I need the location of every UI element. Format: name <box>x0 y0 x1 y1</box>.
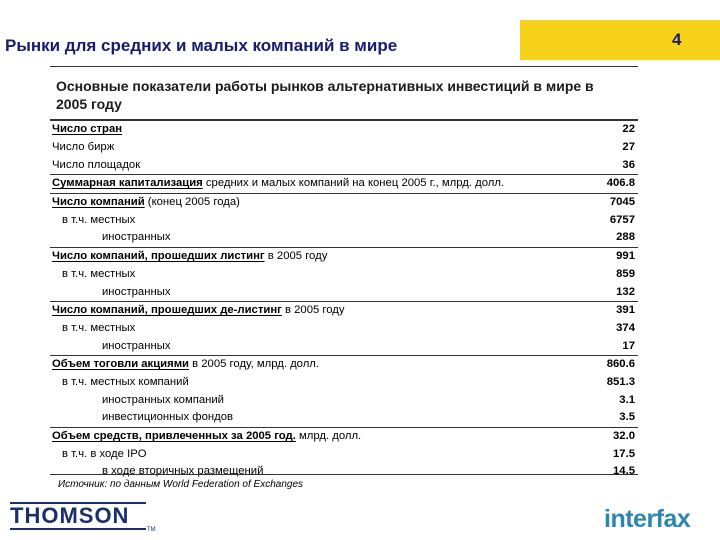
row-label-text: в т.ч. местных <box>62 321 136 334</box>
row-label-text: Число бирж <box>52 141 115 154</box>
row-label: Суммарная капитализация средних и малых … <box>50 174 601 194</box>
table-row: иностранных 132 <box>50 283 638 301</box>
table-row: Число компаний, прошедших листинг в 2005… <box>50 246 638 266</box>
thomson-logo-line-bottom <box>10 528 146 530</box>
row-label: иностранных <box>50 337 600 355</box>
table-row: Число компаний (конец 2005 года) 7045 <box>50 192 638 212</box>
row-label: в т.ч. местных <box>50 320 600 338</box>
row-label-text: иностранных <box>102 231 171 244</box>
row-label-bold: Число стран <box>52 123 123 136</box>
table-row: в т.ч. местных 374 <box>50 320 638 338</box>
row-label-text: иностранных компаний <box>102 393 224 406</box>
row-label-bold: Число компаний <box>52 196 145 209</box>
row-label-text: в ходе вторичных размещений <box>102 465 264 478</box>
source-rule <box>50 474 638 475</box>
row-value: 3.1 <box>619 393 635 406</box>
row-label: инвестиционных фондов <box>50 409 600 427</box>
subtitle-rule <box>50 66 638 67</box>
source-note: Источник: по данным World Federation of … <box>58 479 304 490</box>
row-label: Число стран <box>50 119 601 139</box>
page-number: 4 <box>672 30 682 49</box>
table-row: иностранных 288 <box>50 229 638 247</box>
page-title: Рынки для средних и малых компаний в мир… <box>5 36 398 55</box>
row-label: иностранных компаний <box>50 391 600 409</box>
row-value: 406.8 <box>600 174 638 194</box>
table-row: иностранных компаний 3.1 <box>50 391 638 409</box>
row-label-text: Число площадок <box>52 158 141 171</box>
row-value: 17 <box>622 339 635 352</box>
row-label-text: (конец 2005 года) <box>144 196 240 209</box>
row-value: 991 <box>600 246 638 266</box>
row-label: в т.ч. местных <box>50 211 600 229</box>
row-label-text: иностранных <box>102 285 171 298</box>
row-value: 7045 <box>600 192 638 212</box>
row-value: 36 <box>622 158 635 171</box>
row-value: 860.6 <box>600 354 638 374</box>
row-value: 14.5 <box>613 465 635 478</box>
row-label: Число компаний (конец 2005 года) <box>50 192 601 212</box>
row-label-text: средних и малых компаний на конец 2005 г… <box>202 177 505 190</box>
table-row: инвестиционных фондов 3.5 <box>50 409 638 427</box>
row-label: Объем средств, привлеченных за 2005 год.… <box>50 426 601 446</box>
table-row: иностранных 17 <box>50 337 638 355</box>
table-row: Число бирж 27 <box>50 139 638 157</box>
row-label-bold: Объем средств, привлеченных за 2005 год. <box>52 430 296 443</box>
interfax-logo: interfax <box>604 505 691 533</box>
row-label: в т.ч. местных компаний <box>50 374 600 392</box>
row-label-text: млрд. долл. <box>295 430 362 443</box>
table-subtitle: Основные показатели работы рынков альтер… <box>56 78 594 112</box>
table-row: Число компаний, прошедших де-листинг в 2… <box>50 300 638 320</box>
row-label: в т.ч. в ходе IPO <box>50 445 600 463</box>
row-label: иностранных <box>50 283 600 301</box>
thomson-logo: THOMSON <box>10 503 130 528</box>
row-value: 32.0 <box>600 426 638 446</box>
row-label-text: в т.ч. местных <box>62 267 136 280</box>
row-value: 3.5 <box>619 411 635 424</box>
row-label-text: иностранных <box>102 339 171 352</box>
row-value: 6757 <box>609 213 635 226</box>
table-row: Объем средств, привлеченных за 2005 год.… <box>50 426 638 446</box>
row-label: иностранных <box>50 229 600 247</box>
table-row: Число площадок 36 <box>50 156 638 174</box>
row-label-text: в 2005 году <box>281 304 345 317</box>
row-label-bold: Суммарная капитализация <box>52 177 203 190</box>
row-label-text: инвестиционных фондов <box>102 411 233 424</box>
table-row: Число стран 22 <box>50 119 638 139</box>
header-title-background <box>0 20 520 60</box>
row-label-text: в т.ч. местных <box>62 213 136 226</box>
row-value: 17.5 <box>613 447 635 460</box>
row-label-text: в т.ч. в ходе IPO <box>62 447 147 460</box>
row-label-bold: Объем тоговли акциями <box>52 358 189 371</box>
thomson-logo-line-top <box>10 502 146 504</box>
row-value: 374 <box>616 321 635 334</box>
row-value: 22 <box>600 119 638 139</box>
table-row: в т.ч. местных 859 <box>50 266 638 284</box>
table-row: Объем тоговли акциями в 2005 году, млрд.… <box>50 354 638 374</box>
row-label: Число площадок <box>50 156 600 174</box>
table-row: в т.ч. местных компаний 851.3 <box>50 374 638 392</box>
row-value: 859 <box>616 267 635 280</box>
row-value: 27 <box>622 141 635 154</box>
row-label-bold: Число компаний, прошедших де-листинг <box>52 304 282 317</box>
trademark-mark: TM <box>147 527 156 533</box>
row-label: Число компаний, прошедших листинг в 2005… <box>50 246 601 266</box>
table-row: в т.ч. местных 6757 <box>50 211 638 229</box>
row-value: 288 <box>616 231 635 244</box>
row-label-text: в 2005 году <box>264 250 328 263</box>
row-label: в т.ч. местных <box>50 266 600 284</box>
indicators-table: Число стран 22 Число бирж 27 Число площадок 3… <box>50 119 638 481</box>
row-label: Число бирж <box>50 139 600 157</box>
row-value: 851.3 <box>606 375 635 388</box>
row-value: 391 <box>600 300 638 320</box>
row-label: Объем тоговли акциями в 2005 году, млрд.… <box>50 354 601 374</box>
row-label: Число компаний, прошедших де-листинг в 2… <box>50 300 601 320</box>
row-label-bold: Число компаний, прошедших листинг <box>52 250 265 263</box>
row-label-text: в 2005 году, млрд. долл. <box>189 358 320 371</box>
row-value: 132 <box>616 285 635 298</box>
table-row: Суммарная капитализация средних и малых … <box>50 174 638 194</box>
table-row: в т.ч. в ходе IPO 17.5 <box>50 445 638 463</box>
row-label-text: в т.ч. местных компаний <box>62 375 189 388</box>
